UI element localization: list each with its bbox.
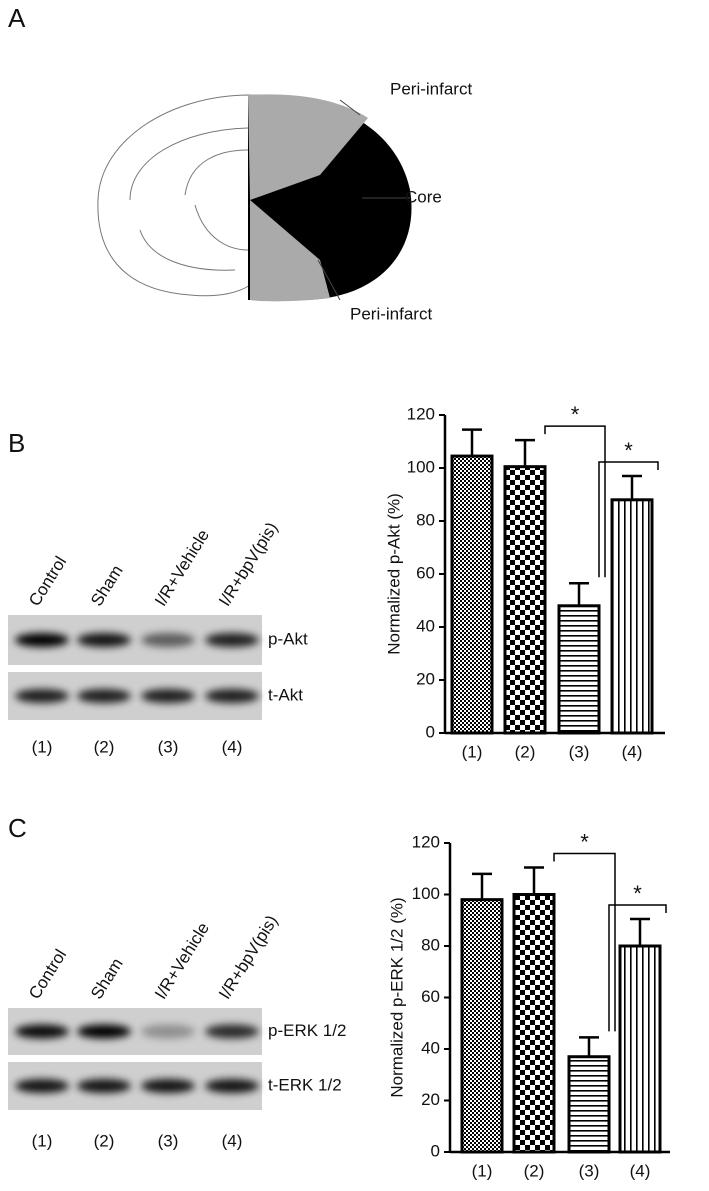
bar	[557, 604, 601, 735]
blot-band	[77, 1079, 131, 1093]
y-axis-label: Normalized p-ERK 1/2 (%)	[387, 897, 406, 1097]
lane-number: (4)	[222, 1131, 243, 1150]
blot-band	[205, 1024, 259, 1039]
significance-bracket	[553, 852, 616, 1032]
lane-label: I/R+Vehicle	[151, 919, 213, 1002]
blot-band	[15, 1079, 69, 1093]
lane-number: (2)	[94, 1131, 115, 1150]
annotation: Core	[405, 187, 442, 206]
y-tick-label: 60	[421, 987, 440, 1006]
bar	[610, 498, 654, 735]
lane-label: I/R+Vehicle	[151, 526, 213, 609]
panel-label: C	[8, 813, 27, 843]
lane-label: Control	[25, 553, 70, 610]
error-bar	[630, 917, 650, 946]
significance-label: *	[580, 829, 589, 854]
y-tick-label: 20	[421, 1090, 440, 1109]
bar	[503, 465, 547, 735]
significance-label: *	[571, 402, 580, 427]
lane-number: (3)	[158, 737, 179, 756]
annotation: Peri-infarct	[390, 79, 472, 98]
blot-band	[205, 1079, 259, 1093]
bar	[512, 893, 556, 1154]
lane-label: I/R+bpV(pis)	[215, 912, 281, 1003]
bar	[618, 944, 662, 1154]
x-tick-label: (1)	[462, 742, 483, 761]
y-tick-label: 120	[407, 404, 435, 423]
y-tick-label: 20	[416, 669, 435, 688]
panel-label: A	[8, 3, 26, 33]
y-tick-label: 40	[421, 1038, 440, 1057]
band-label: p-ERK 1/2	[268, 1021, 346, 1040]
error-bar	[622, 474, 642, 500]
blot-band	[77, 689, 131, 703]
y-tick-label: 80	[416, 510, 435, 529]
blot-band	[77, 633, 131, 647]
x-tick-label: (1)	[472, 1161, 493, 1180]
lane-number: (3)	[158, 1131, 179, 1150]
lane-label: Control	[25, 946, 70, 1003]
blot-band	[15, 1024, 69, 1039]
significance-bracket	[544, 425, 606, 578]
error-bar	[524, 866, 544, 895]
panel-label: B	[8, 428, 25, 458]
bar	[450, 454, 494, 735]
lane-number: (4)	[222, 737, 243, 756]
significance-label: *	[633, 881, 642, 906]
lane-label: I/R+bpV(pis)	[215, 519, 281, 610]
error-bar	[462, 428, 482, 457]
significance-label: *	[624, 438, 633, 463]
blot-band	[15, 689, 69, 703]
y-tick-label: 120	[412, 832, 440, 851]
y-axis-label: Normalized p-Akt (%)	[384, 493, 403, 655]
band-label: t-ERK 1/2	[268, 1075, 342, 1094]
x-tick-label: (4)	[630, 1161, 651, 1180]
blot-band	[205, 689, 259, 703]
x-tick-label: (3)	[579, 1161, 600, 1180]
annotation: Peri-infarct	[350, 304, 432, 323]
lane-label: Sham	[87, 955, 127, 1003]
blot-band	[141, 633, 195, 647]
y-tick-label: 0	[431, 1141, 440, 1160]
blot-band	[15, 633, 69, 647]
significance-bracket	[598, 461, 659, 578]
band-label: t-Akt	[268, 685, 303, 704]
band-label: p-Akt	[268, 629, 308, 648]
error-bar	[569, 582, 589, 606]
x-tick-label: (3)	[569, 742, 590, 761]
error-bar	[515, 438, 535, 467]
y-tick-label: 60	[416, 563, 435, 582]
error-bar	[472, 872, 492, 900]
y-tick-label: 80	[421, 935, 440, 954]
y-tick-label: 0	[426, 722, 435, 741]
y-tick-label: 100	[407, 457, 435, 476]
lane-number: (1)	[32, 1131, 53, 1150]
lane-label: Sham	[87, 562, 127, 610]
significance-bracket	[608, 904, 667, 1032]
blot-band	[77, 1024, 131, 1039]
x-tick-label: (4)	[622, 742, 643, 761]
lane-number: (1)	[32, 737, 53, 756]
bar	[460, 898, 504, 1154]
bar	[567, 1055, 611, 1154]
y-tick-label: 100	[412, 884, 440, 903]
brain-diagram	[97, 94, 412, 302]
blot-band	[141, 1024, 195, 1039]
x-tick-label: (2)	[524, 1161, 545, 1180]
y-tick-label: 40	[416, 616, 435, 635]
blot-band	[205, 633, 259, 647]
error-bar	[579, 1036, 599, 1057]
lane-number: (2)	[94, 737, 115, 756]
blot-band	[141, 1079, 195, 1093]
x-tick-label: (2)	[515, 742, 536, 761]
blot-band	[141, 689, 195, 703]
